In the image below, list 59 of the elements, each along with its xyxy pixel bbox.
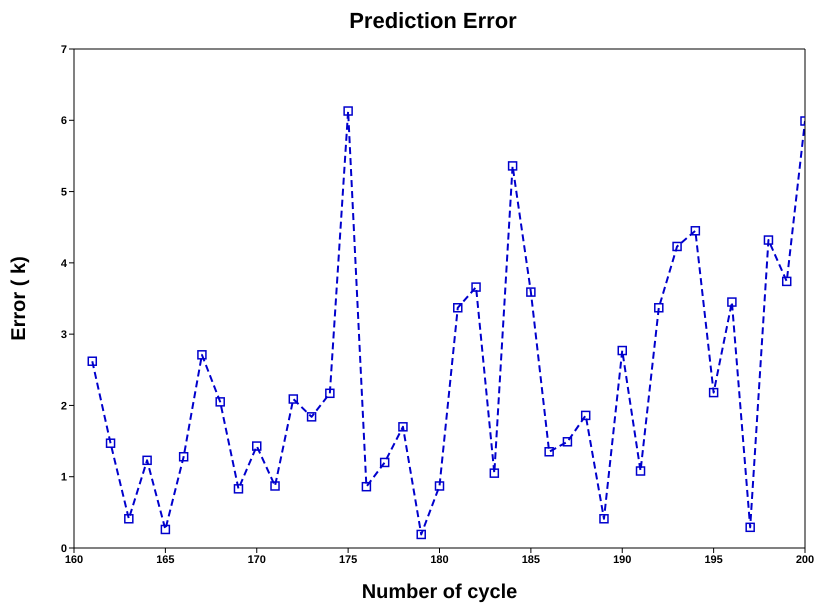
x-tick-label: 160 [64,554,84,566]
point [434,481,444,491]
point [508,161,518,171]
point [398,422,408,432]
point [325,388,335,398]
point [526,287,536,297]
point [727,297,737,307]
point [599,514,609,524]
point [580,410,590,420]
point [416,530,426,540]
point [124,514,134,524]
x-tick-label: 195 [704,554,723,566]
x-tick-label: 175 [338,554,358,566]
point [562,437,572,447]
x-tick-label: 170 [248,554,266,566]
chart-title: Prediction Error [348,8,518,35]
point [654,303,664,313]
point [636,466,646,476]
point [288,394,298,404]
point [745,522,755,532]
point [160,524,170,534]
point [106,438,116,448]
x-axis-title: Number of cycle [362,581,518,603]
y-tick-label: 2 [60,400,67,412]
point [88,356,98,366]
point [178,452,188,462]
x-tick-label: 185 [522,554,540,566]
point [618,346,627,356]
point [197,350,207,360]
y-tick-label: 6 [60,115,67,128]
y-tick-label: 7 [60,44,67,56]
y-axis-title: Error ( k) [8,256,30,341]
point [215,397,225,407]
point [142,456,152,466]
point [252,441,262,451]
y-tick-label: 1 [60,472,67,484]
point [234,484,244,494]
point [490,468,500,478]
point [544,447,554,457]
point [453,303,463,313]
point [471,282,481,292]
y-tick-label: 5 [60,186,67,198]
y-tick-label: 3 [60,329,67,342]
point [764,235,774,245]
point [380,458,390,468]
y-tick-label: 0 [60,542,67,555]
point [782,276,792,286]
point [306,412,316,422]
x-tick-label: 200 [796,554,814,566]
point [343,106,353,116]
point [690,226,700,236]
point [672,242,682,252]
x-tick-label: 165 [156,554,175,566]
x-tick-label: 180 [430,554,449,566]
x-tick-label: 190 [613,554,632,566]
point [270,481,280,491]
point [708,388,718,398]
point [362,482,372,492]
y-tick-label: 4 [60,258,68,270]
